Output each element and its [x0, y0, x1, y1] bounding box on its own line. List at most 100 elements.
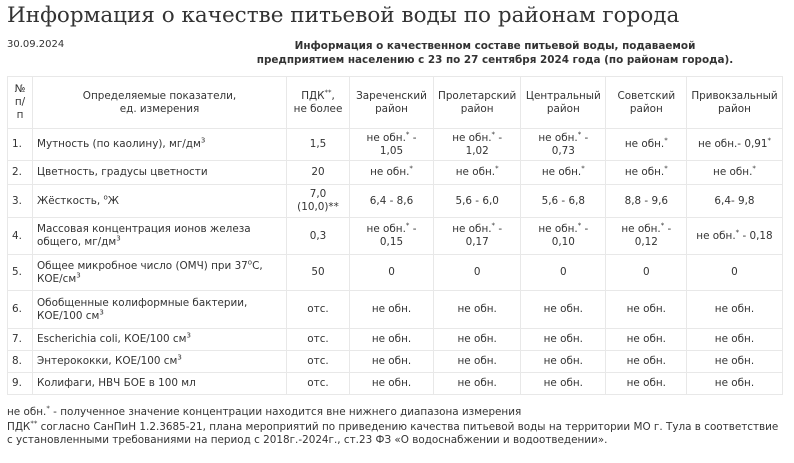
footnote-mark: * — [752, 164, 756, 173]
footnote-mark: ** — [324, 88, 332, 97]
superscript: 3 — [200, 136, 206, 145]
pdk-text: (10,0)** — [297, 201, 339, 213]
value-cell: не обн.* -0,73 — [520, 128, 607, 161]
header-text: район — [460, 102, 494, 115]
parameter-text: КОЕ/100 см — [37, 309, 100, 322]
pdk-value: отс. — [286, 290, 350, 329]
value-text: не обн. — [538, 223, 578, 235]
value-cell: не обн. — [605, 290, 688, 329]
value-cell: 5,6 - 6,0 — [432, 184, 522, 218]
value-text: не обн.- 0,91 — [697, 138, 768, 150]
footnote-mark: * — [767, 136, 772, 145]
header-text: п/ — [14, 96, 26, 108]
header-district-zarechensky: Зареченский район — [349, 76, 434, 129]
pdk-text: 7,0 — [309, 188, 327, 200]
value-cell: 0 — [520, 254, 607, 291]
value-text: не обн. — [624, 138, 665, 150]
footnote-mark: * — [405, 221, 410, 230]
value-text: 0,15 — [379, 236, 404, 248]
value-text: не обн. — [713, 166, 753, 178]
water-quality-table: № п/ п Определяемые показатели, ед. изме… — [7, 76, 783, 395]
header-pdk: ПДК**, не более — [286, 76, 350, 129]
superscript: о — [247, 258, 253, 267]
table-caption: Информация о качественном составе питьев… — [200, 39, 790, 67]
footnote-mark: * — [491, 221, 496, 230]
value-cell: не обн. — [432, 328, 522, 351]
parameter-text: Ж — [107, 194, 119, 207]
header-text: район — [629, 102, 663, 115]
header-text: Зареченский — [356, 89, 427, 102]
parameter-name: Массовая концентрация ионов железа общего… — [32, 217, 287, 255]
parameter-text: Общее микробное число (ОМЧ) при 37 — [37, 259, 248, 272]
pdk-value: 50 — [286, 254, 350, 291]
value-cell: не обн. — [686, 328, 783, 351]
value-text: не обн. — [366, 223, 406, 235]
caption-line-1: Информация о качественном составе питьев… — [294, 40, 696, 52]
value-cell: 5,6 - 6,8 — [520, 184, 607, 218]
row-number: 3. — [7, 184, 33, 218]
header-text: Определяемые показатели, — [82, 89, 237, 102]
table-row: 3. Жёсткость, оЖ 7,0 (10,0)** 6,4 - 8,6 5… — [7, 184, 783, 218]
header-text: п — [16, 109, 24, 121]
pdk-value: 0,3 — [286, 217, 350, 255]
parameter-text: Энтерококки, КОЕ/100 см — [37, 355, 178, 367]
value-text: 0,17 — [465, 236, 489, 248]
footnote-mark: * — [664, 164, 668, 173]
value-cell: не обн. — [432, 372, 522, 395]
value-cell: 6,4- 9,8 — [686, 184, 783, 218]
value-cell: не обн. — [432, 290, 522, 329]
value-cell: не обн. — [605, 350, 688, 373]
value-cell: не обн.* — [349, 160, 434, 185]
footnote-text: не обн. — [7, 406, 47, 418]
header-text: Советский — [617, 89, 676, 102]
value-cell: не обн. — [605, 328, 688, 351]
footnote-mark: * — [735, 228, 740, 237]
footnotes: не обн.* - полученное значение концентра… — [7, 405, 787, 449]
value-text: не обн. — [452, 223, 492, 235]
header-district-privokzalny: Привокзальный район — [686, 76, 783, 129]
parameter-text: КОЕ/см — [37, 272, 77, 285]
value-cell: не обн.* -0,15 — [349, 217, 434, 255]
pdk-value: отс. — [286, 350, 350, 373]
value-text: - — [581, 131, 589, 144]
value-cell: не обн.* -1,02 — [432, 128, 522, 161]
value-cell: не обн.* — [605, 128, 688, 161]
superscript: о — [103, 193, 108, 202]
table-row: 7. Escherichia coli, КОЕ/100 см3 отс. не… — [7, 328, 783, 351]
superscript: 3 — [99, 308, 104, 317]
parameter-name: Энтерококки, КОЕ/100 см3 — [32, 350, 287, 373]
superscript: 3 — [116, 234, 121, 243]
value-cell: не обн.* -0,10 — [520, 217, 607, 255]
value-cell: не обн. — [686, 372, 783, 395]
pdk-value: 20 — [286, 160, 350, 185]
value-text: - — [495, 131, 503, 144]
publication-date: 30.09.2024 — [7, 39, 65, 50]
table-row: 2. Цветность, градусы цветности 20 не об… — [7, 160, 783, 185]
table-row: 6. Обобщенные колиформные бактерии, КОЕ/1… — [7, 290, 783, 329]
value-text: - — [581, 223, 589, 235]
value-cell: не обн. — [349, 372, 434, 395]
header-text: Привокзальный — [691, 89, 778, 102]
superscript: 3 — [177, 353, 182, 362]
value-cell: не обн. — [686, 290, 783, 329]
row-number: 2. — [7, 160, 33, 185]
superscript: 3 — [186, 331, 191, 340]
row-number: 4. — [7, 217, 33, 255]
parameter-name: Колифаги, НВЧ БОЕ в 100 мл — [32, 372, 287, 395]
row-number: 1. — [7, 128, 33, 161]
value-cell: не обн. — [349, 350, 434, 373]
value-cell: не обн.* -0,17 — [432, 217, 522, 255]
header-district-sovetsky: Советский район — [605, 76, 688, 129]
superscript: 3 — [76, 271, 81, 280]
value-text: не обн. — [696, 229, 736, 242]
caption-line-2: предприятием населению с 23 по 27 сентяб… — [256, 54, 734, 66]
header-text: № — [14, 83, 26, 95]
row-number: 5. — [7, 254, 33, 291]
table-row: 4. Массовая концентрация ионов железа общ… — [7, 217, 783, 255]
footnote-mark: * — [660, 221, 665, 230]
header-number: № п/ п — [7, 76, 33, 129]
value-cell: не обн.* -1,05 — [349, 128, 434, 161]
value-cell: не обн.* — [686, 160, 783, 185]
row-number: 8. — [7, 350, 33, 373]
header-text: район — [718, 102, 751, 115]
